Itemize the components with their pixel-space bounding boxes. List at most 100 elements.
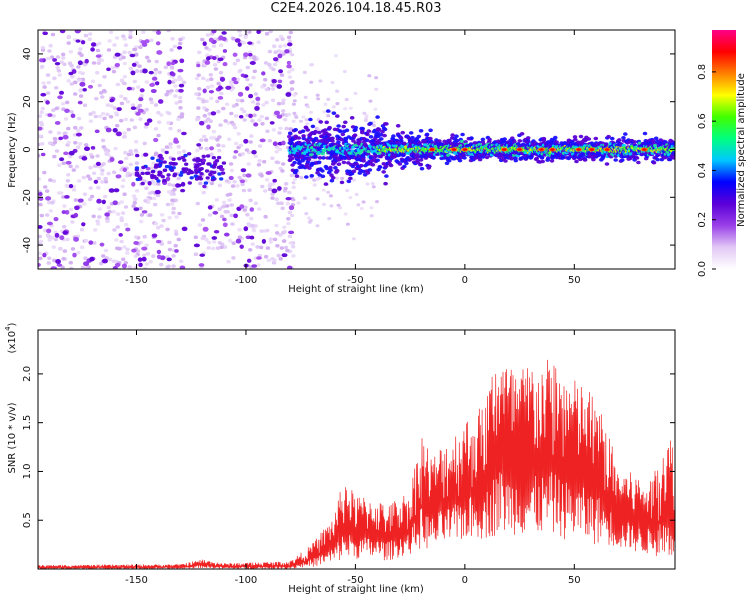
spectrogram-point <box>235 184 240 188</box>
spectrogram-point <box>275 231 280 235</box>
spectrogram-point <box>251 149 257 155</box>
spectrogram-point <box>153 103 159 107</box>
spectrogram-point <box>156 133 161 138</box>
spectrogram-point <box>375 158 381 163</box>
spectrogram-point <box>197 50 202 55</box>
spectrogram-point <box>76 65 81 69</box>
spectrogram-point <box>234 38 241 43</box>
spectrogram-point <box>217 148 222 153</box>
spectrogram-point <box>621 136 626 140</box>
spectrogram-point <box>280 206 285 211</box>
spectrogram-point <box>55 55 61 59</box>
spectrogram-point <box>169 65 175 69</box>
spectrogram-point <box>146 59 152 63</box>
spectrogram-point <box>139 213 145 217</box>
spectrogram-point <box>54 106 59 111</box>
spectrogram-point <box>142 141 147 146</box>
spectrogram-point <box>282 117 288 122</box>
spectrogram-point <box>281 253 288 258</box>
spectrogram-point <box>74 164 80 169</box>
spectrogram-point <box>151 196 157 201</box>
spectrogram-point <box>229 111 234 116</box>
spectrogram-point <box>196 106 201 110</box>
spectrogram-point <box>257 144 263 148</box>
spectrogram-point <box>267 184 272 188</box>
spectrogram-point <box>81 156 88 161</box>
spectrogram-point <box>134 189 140 193</box>
spectrogram-point <box>47 141 53 145</box>
spectrogram-point <box>122 61 128 66</box>
spectrogram-point <box>144 39 150 44</box>
spectrogram-point <box>286 217 291 221</box>
spectrogram-point <box>335 89 340 93</box>
spectrogram-point <box>112 106 118 110</box>
spectrogram-point <box>233 150 239 154</box>
spectrogram-point <box>234 114 239 118</box>
spectrogram-point <box>335 102 340 106</box>
spectrogram-point <box>121 263 127 269</box>
spectrogram-point <box>166 121 171 125</box>
spectrogram-point <box>51 108 56 112</box>
spectrogram-point <box>246 222 251 226</box>
spectrogram-point <box>238 114 244 119</box>
colorbar-tick-label: 0.6 <box>697 113 708 129</box>
spectrogram-point <box>331 105 336 109</box>
spectrogram-point <box>301 115 306 119</box>
spectrogram-point <box>100 95 105 99</box>
spectrogram-point <box>361 157 366 161</box>
spectrogram-point <box>362 111 367 115</box>
spectrogram-point <box>292 111 297 115</box>
spectrogram-point <box>437 139 442 143</box>
spectrogram-point <box>217 135 222 139</box>
spectrogram-point <box>339 180 345 185</box>
spectrogram-point <box>168 145 173 150</box>
spectrogram-point <box>122 167 127 173</box>
spectrogram-point <box>285 201 290 206</box>
spectrogram-point <box>194 164 199 168</box>
spectrogram-point <box>211 30 217 34</box>
spectrogram-point <box>39 213 44 218</box>
spectrogram-point <box>136 174 142 178</box>
spectrogram-point <box>229 203 234 207</box>
spectrogram-point <box>182 158 187 162</box>
y-tick-label: 0.5 <box>22 512 33 528</box>
spectrogram-point <box>166 61 172 67</box>
spectrogram-point <box>121 257 126 262</box>
spectrogram-point <box>194 170 199 175</box>
spectrogram-point <box>287 70 292 74</box>
spectrogram-point <box>149 166 154 170</box>
spectrogram-point <box>96 185 101 190</box>
spectrogram-point <box>59 60 64 64</box>
spectrogram-point <box>150 170 155 174</box>
spectrogram-point <box>424 132 430 137</box>
spectrogram-point <box>69 266 74 269</box>
spectrogram-point <box>167 182 172 187</box>
spectrogram-point <box>47 238 52 242</box>
spectrogram-point <box>65 237 70 242</box>
spectrogram-point <box>359 206 364 211</box>
spectrogram-point <box>232 125 238 130</box>
spectrogram-point <box>122 81 127 86</box>
spectrogram-point <box>232 155 237 159</box>
spectrogram-point <box>209 181 215 186</box>
spectrogram-point <box>178 173 183 177</box>
spectrogram-point <box>244 148 250 152</box>
spectrogram-point <box>218 35 224 41</box>
spectrogram-point <box>101 162 106 166</box>
spectrogram-point <box>96 198 102 204</box>
spectrogram-point <box>133 254 138 259</box>
spectrogram-point <box>80 40 86 45</box>
spectrogram-point <box>259 229 264 233</box>
spectrogram-point <box>338 129 343 134</box>
spectrogram-point <box>54 61 61 66</box>
spectrogram-point <box>51 179 57 183</box>
spectrogram-point <box>576 148 581 151</box>
spectrogram-point <box>603 142 609 147</box>
spectrogram-point <box>304 118 309 122</box>
spectrogram-point <box>520 156 525 160</box>
spectrogram-point <box>108 115 114 119</box>
spectrogram-point <box>187 181 192 185</box>
spectrogram-point <box>159 113 164 117</box>
spectrogram-point <box>212 170 217 175</box>
spectrogram-point <box>219 214 225 219</box>
